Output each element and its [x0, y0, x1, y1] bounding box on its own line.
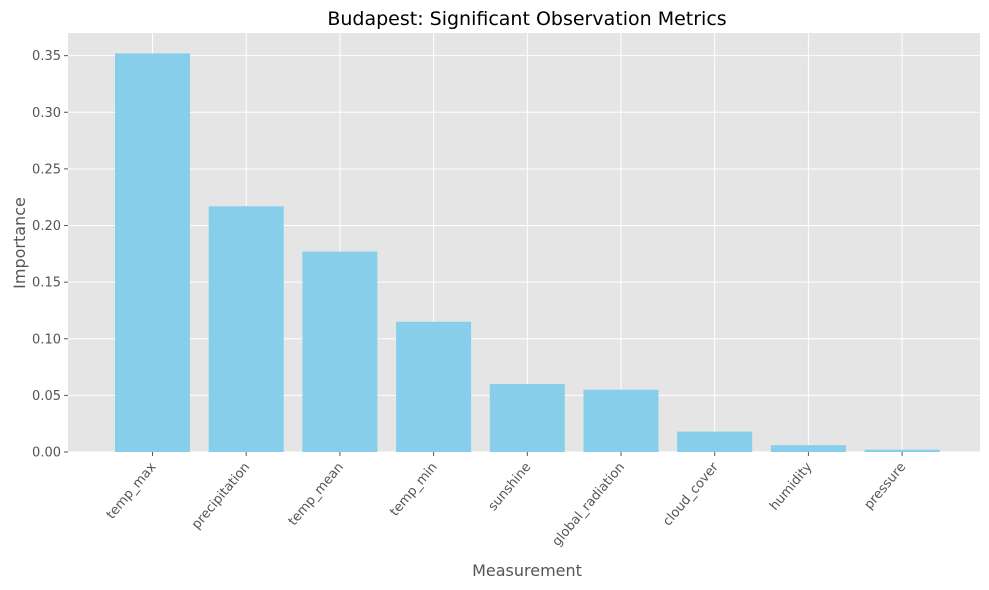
y-tick-label: 0.05	[32, 389, 61, 404]
bars	[115, 53, 940, 452]
x-tick-label: precipitation	[189, 460, 253, 532]
bar-sunshine	[489, 384, 565, 452]
y-axis-label: Importance	[10, 197, 29, 289]
x-tick-label: temp_max	[104, 460, 160, 523]
y-tick-label: 0.25	[32, 162, 61, 177]
x-tick-label: cloud_cover	[660, 459, 722, 529]
bar-temp_max	[115, 53, 190, 452]
x-tick-label: temp_mean	[286, 460, 347, 529]
x-axis-ticks: temp_max precipitation temp_mean temp_min su…	[104, 452, 909, 549]
bar-pressure	[864, 449, 940, 452]
x-tick-label: temp_min	[387, 460, 440, 519]
x-tick-label: global_radiation	[550, 460, 628, 549]
bar-temp_mean	[302, 251, 378, 452]
y-tick-label: 0.30	[32, 106, 61, 121]
y-tick-label: 0.15	[32, 276, 61, 291]
bar-temp_min	[396, 321, 472, 452]
x-axis-label: Measurement	[472, 561, 582, 580]
bar-humidity	[770, 445, 846, 452]
bar-precipitation	[208, 206, 284, 452]
x-tick-label: humidity	[767, 460, 816, 514]
bar-cloud_cover	[677, 431, 753, 452]
x-tick-label: sunshine	[486, 460, 535, 514]
chart-title: Budapest: Significant Observation Metric…	[327, 8, 726, 30]
y-axis-ticks: 0.00 0.05 0.10 0.15 0.20 0.25 0.30 0.35	[32, 49, 68, 461]
y-tick-label: 0.00	[32, 446, 61, 461]
y-tick-label: 0.35	[32, 49, 61, 64]
x-tick-label: pressure	[862, 460, 910, 513]
y-tick-label: 0.20	[32, 219, 61, 234]
y-tick-label: 0.10	[32, 332, 61, 347]
bar-global_radiation	[583, 389, 659, 452]
